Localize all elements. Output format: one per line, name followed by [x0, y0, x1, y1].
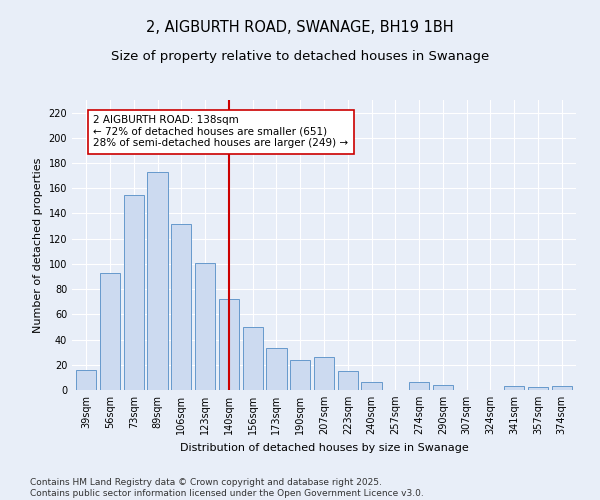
Y-axis label: Number of detached properties: Number of detached properties: [33, 158, 43, 332]
Bar: [76, 370, 97, 390]
Bar: [504, 386, 524, 390]
Bar: [266, 348, 287, 390]
Bar: [433, 385, 453, 390]
Bar: [219, 299, 239, 390]
Bar: [195, 262, 215, 390]
Bar: [551, 386, 572, 390]
Bar: [528, 388, 548, 390]
Bar: [124, 194, 144, 390]
Bar: [338, 371, 358, 390]
Bar: [171, 224, 191, 390]
Bar: [100, 272, 120, 390]
Text: Contains HM Land Registry data © Crown copyright and database right 2025.
Contai: Contains HM Land Registry data © Crown c…: [30, 478, 424, 498]
Bar: [361, 382, 382, 390]
Text: 2 AIGBURTH ROAD: 138sqm
← 72% of detached houses are smaller (651)
28% of semi-d: 2 AIGBURTH ROAD: 138sqm ← 72% of detache…: [94, 115, 349, 148]
Bar: [314, 357, 334, 390]
Text: 2, AIGBURTH ROAD, SWANAGE, BH19 1BH: 2, AIGBURTH ROAD, SWANAGE, BH19 1BH: [146, 20, 454, 35]
Bar: [242, 327, 263, 390]
Bar: [290, 360, 310, 390]
Text: Size of property relative to detached houses in Swanage: Size of property relative to detached ho…: [111, 50, 489, 63]
X-axis label: Distribution of detached houses by size in Swanage: Distribution of detached houses by size …: [179, 442, 469, 452]
Bar: [409, 382, 429, 390]
Bar: [148, 172, 167, 390]
